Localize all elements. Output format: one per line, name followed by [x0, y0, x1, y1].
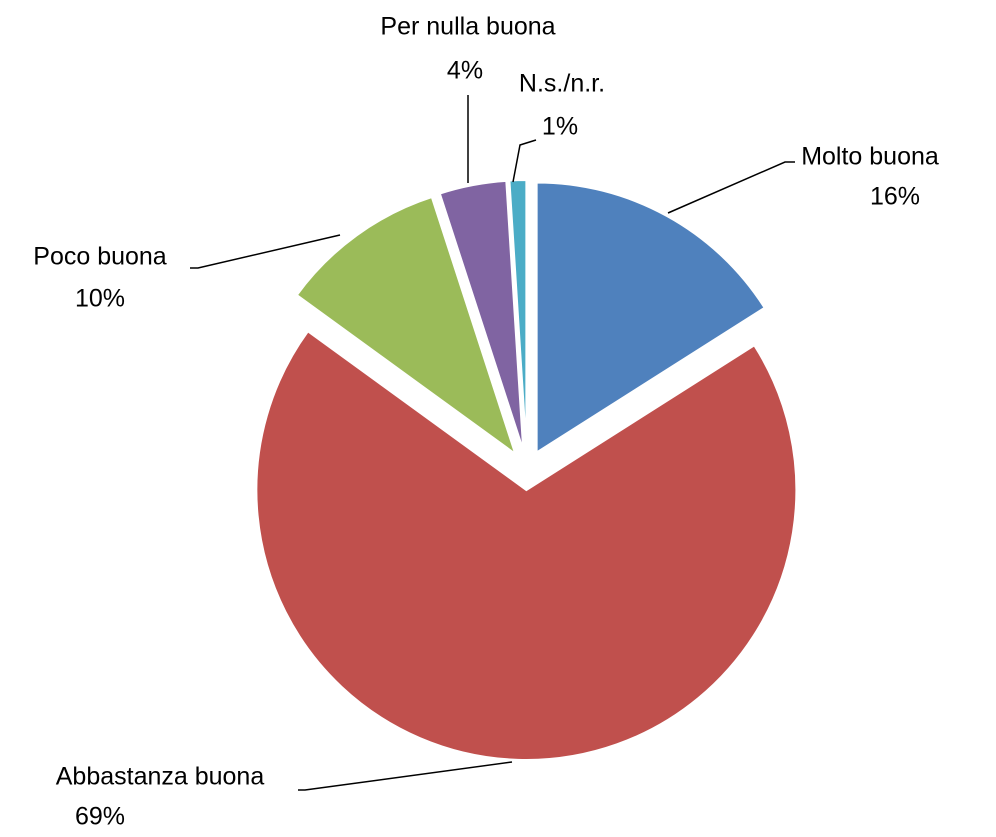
slice-label: Poco buona [33, 243, 167, 271]
slice-value-label: 4% [447, 57, 483, 85]
pie-slice [255, 329, 798, 761]
slice-value-label: 16% [870, 183, 920, 211]
slice-label: N.s./n.r. [519, 70, 605, 98]
slice-label: Per nulla buona [380, 13, 555, 41]
slice-value-label: 69% [75, 803, 125, 831]
slice-label: Molto buona [801, 143, 939, 171]
pie-slice [508, 179, 528, 451]
slice-value-label: 1% [542, 113, 578, 141]
pie-slice [535, 181, 766, 455]
pie-slice [438, 179, 525, 451]
slice-label: Abbastanza buona [56, 763, 265, 791]
leader-line [190, 234, 341, 269]
leader-line [298, 761, 513, 791]
leader-line [667, 161, 795, 214]
pie-slice [295, 195, 518, 457]
slice-value-label: 10% [75, 285, 125, 313]
leader-line [512, 139, 537, 183]
